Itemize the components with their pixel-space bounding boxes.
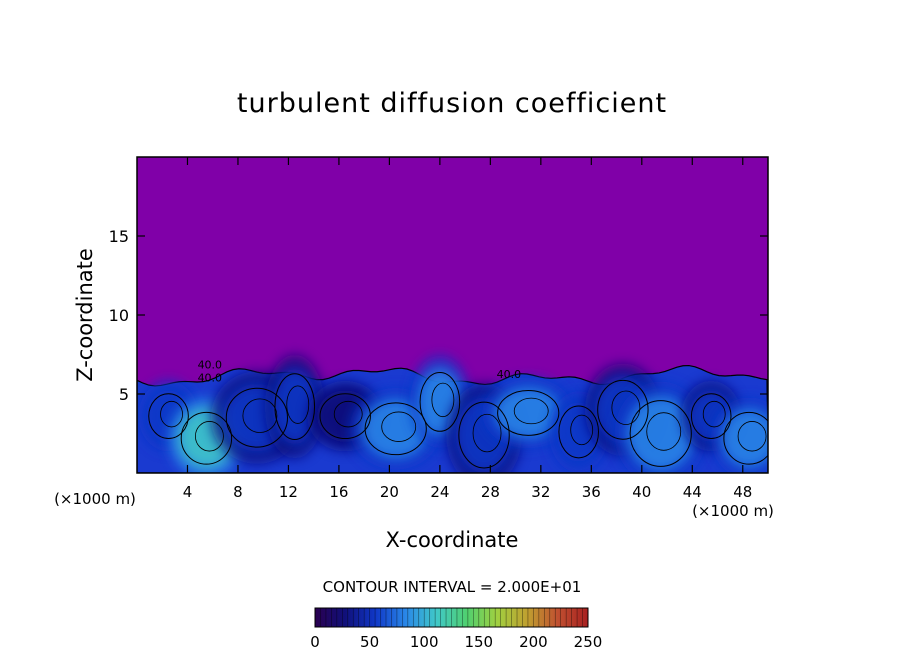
eddy-contour-inner (513, 397, 549, 425)
eddy-contour-inner (381, 411, 417, 442)
x-tick-label: 16 (329, 483, 348, 501)
eddy-contour-inner (333, 400, 363, 428)
eddy-contour (723, 411, 768, 465)
x-axis-label: X-coordinate (386, 528, 519, 552)
contour-label: 40.0 (198, 371, 223, 384)
eddy-contour-inner (195, 421, 224, 452)
y-tick-label: 10 (109, 306, 129, 325)
y-axis-label: Z-coordinate (73, 248, 97, 382)
eddy-contour (225, 387, 288, 448)
eddy-contour-inner (431, 382, 455, 418)
eddy-contour-inner (702, 400, 726, 428)
eddy-contour-inner (242, 398, 278, 433)
eddy-contour (148, 393, 189, 440)
colorbar-tick-label: 50 (360, 633, 379, 651)
eddy-contour-inner (472, 413, 502, 453)
x-axis-unit: (×1000 m) (692, 502, 774, 520)
eddy-core (626, 395, 695, 472)
colorbar-tick-label: 250 (574, 633, 603, 651)
x-tick-label: 12 (279, 483, 298, 501)
contour-labels: 40.040.0 40.0 (198, 359, 522, 385)
x-tick-label: 40 (632, 483, 651, 501)
x-tick-label: 32 (531, 483, 550, 501)
x-tick-label: 8 (233, 483, 243, 501)
eddy-contour (419, 372, 461, 432)
eddy-contour (319, 393, 371, 440)
eddy-core (272, 369, 317, 445)
y-tick-label: 15 (109, 227, 129, 246)
eddy-contour (180, 411, 233, 465)
eddy-contour-inner (286, 385, 310, 424)
eddy-contour (458, 401, 510, 469)
x-tick-label: 24 (430, 483, 449, 501)
eddy-contour (497, 390, 560, 436)
colorbar-level-lines (320, 608, 583, 627)
colorbar-tick-label: 200 (519, 633, 548, 651)
colorbar-tick-label: 150 (464, 633, 493, 651)
contour-label: 40.0 (497, 368, 522, 381)
x-tick-label: 48 (733, 483, 752, 501)
colorbar-tick-labels: 0 50 100 150 200 250 (310, 633, 602, 651)
x-tick-label: 4 (183, 483, 193, 501)
contour-interval-text: CONTOUR INTERVAL = 2.000E+01 (323, 578, 582, 596)
contour-lines (148, 372, 768, 469)
x-tick-label: 28 (481, 483, 500, 501)
colorbar: 0 50 100 150 200 250 (310, 607, 602, 651)
eddy-contour (629, 400, 692, 467)
eddy-contour (597, 379, 649, 440)
colorbar-tick-label: 100 (410, 633, 439, 651)
eddy-contour (690, 393, 732, 440)
x-tick-label: 44 (683, 483, 702, 501)
eddy-contour (274, 373, 316, 441)
plot-area: 40.040.0 40.0 (137, 157, 768, 473)
eddy-contour-inner (160, 400, 183, 428)
eddy-contour-inner (611, 390, 641, 425)
eddy-core (494, 387, 563, 439)
eddy-contour-inner (737, 421, 767, 452)
eddy-contour (558, 405, 600, 459)
contour-label: 40.0 (198, 359, 223, 372)
eddy-contour (364, 402, 427, 456)
y-axis-unit: (×1000 m) (54, 490, 136, 508)
eddy-cells (138, 354, 768, 473)
chart-title: turbulent diffusion coefficient (237, 88, 667, 119)
x-tick-label: 36 (582, 483, 601, 501)
eddy-core (721, 408, 768, 468)
eddy-contour-inner (570, 414, 594, 446)
x-tick-label: 20 (380, 483, 399, 501)
eddy-contour-inner (646, 412, 682, 451)
y-tick-label: 5 (119, 385, 129, 404)
colorbar-tick-label: 0 (310, 633, 320, 651)
x-axis-ticks: 4 8 12 16 20 24 28 32 36 40 44 48 (183, 157, 752, 501)
y-axis-ticks: 5 10 15 (109, 227, 768, 404)
